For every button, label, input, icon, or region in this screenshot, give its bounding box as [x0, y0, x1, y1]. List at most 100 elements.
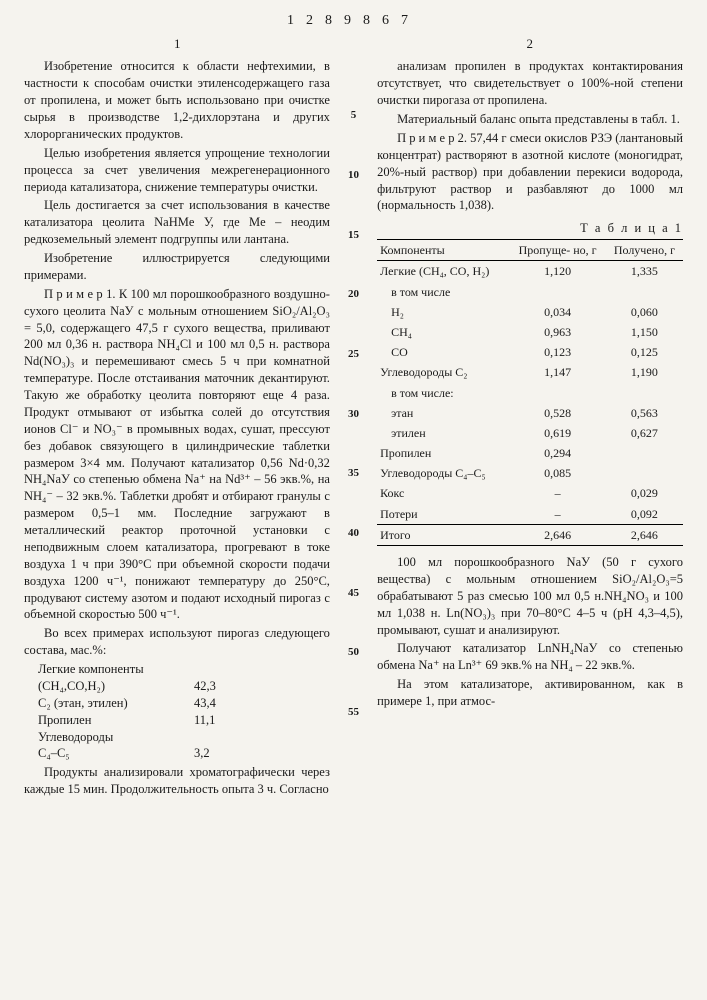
- line-number: 55: [344, 705, 363, 720]
- table-row: H₂0,0340,060: [377, 302, 683, 322]
- td-b: 1,150: [606, 322, 683, 342]
- para: 100 мл порошкообразного NaУ (50 г сухого…: [377, 554, 683, 638]
- column-left: Изобретение относится к области нефтехим…: [24, 58, 330, 800]
- td-a: 0,963: [509, 322, 605, 342]
- td-comp: этилен: [377, 423, 509, 443]
- table-total-row: Итого 2,646 2,646: [377, 524, 683, 545]
- td-b: 0,563: [606, 403, 683, 423]
- td-b: [606, 443, 683, 463]
- para: Получают катализатор LnNH₄NaУ со степень…: [377, 640, 683, 674]
- comp-label: Пропилен: [24, 712, 194, 729]
- table-row: Углеводороды C₄–C₅0,085: [377, 463, 683, 483]
- td-comp: H₂: [377, 302, 509, 322]
- td-comp: CH₄: [377, 322, 509, 342]
- table-1: Компоненты Пропуще- но, г Получено, г Ле…: [377, 239, 683, 546]
- line-number: 10: [344, 168, 363, 183]
- table-row: Кокс–0,029: [377, 483, 683, 503]
- comp-row: Легкие компоненты: [24, 661, 330, 678]
- td-a: 0,528: [509, 403, 605, 423]
- comp-label: Углеводороды: [24, 729, 194, 746]
- para: Во всех примерах используют пирогаз след…: [24, 625, 330, 659]
- td-a: 0,085: [509, 463, 605, 483]
- td-a: 0,294: [509, 443, 605, 463]
- column-right: анализам пропилен в продуктах контактиро…: [377, 58, 683, 800]
- comp-label: (CH₄,CO,H₂): [24, 678, 194, 695]
- table-row: CO0,1230,125: [377, 342, 683, 362]
- th-comp: Компоненты: [377, 240, 509, 261]
- table-row: Легкие (CH₄, CO, H₂)1,1201,335: [377, 261, 683, 282]
- para: анализам пропилен в продуктах контактиро…: [377, 58, 683, 109]
- td-total-label: Итого: [377, 524, 509, 545]
- table-row: CH₄0,9631,150: [377, 322, 683, 342]
- para: П р и м е р 2. 57,44 г смеси окислов РЗЭ…: [377, 130, 683, 214]
- td-a: [509, 282, 605, 302]
- td-b: [606, 463, 683, 483]
- table-row: в том числе: [377, 282, 683, 302]
- td-a: 0,034: [509, 302, 605, 322]
- td-b: 0,029: [606, 483, 683, 503]
- td-a: 1,120: [509, 261, 605, 282]
- td-a: –: [509, 483, 605, 503]
- para: Целью изобретения является упрощение тех…: [24, 145, 330, 196]
- td-a: 1,147: [509, 362, 605, 382]
- para: Материальный баланс опыта представлены в…: [377, 111, 683, 128]
- para: Изобретение относится к области нефтехим…: [24, 58, 330, 142]
- td-comp: Углеводороды C₂: [377, 362, 509, 382]
- td-b: 0,060: [606, 302, 683, 322]
- col-num-left: 1: [174, 35, 181, 53]
- table-row: Углеводороды C₂1,1471,190: [377, 362, 683, 382]
- line-number: 45: [344, 586, 363, 601]
- td-comp: в том числе:: [377, 383, 509, 403]
- table-row: этилен0,6190,627: [377, 423, 683, 443]
- comp-label: C₄–C₅: [24, 745, 194, 762]
- td-a: –: [509, 504, 605, 525]
- table-header-row: Компоненты Пропуще- но, г Получено, г: [377, 240, 683, 261]
- comp-value: 3,2: [194, 745, 254, 762]
- td-comp: Углеводороды C₄–C₅: [377, 463, 509, 483]
- para: Продукты анализировали хроматографически…: [24, 764, 330, 798]
- table-row: Потери–0,092: [377, 504, 683, 525]
- td-b: [606, 282, 683, 302]
- td-b: [606, 383, 683, 403]
- td-comp: этан: [377, 403, 509, 423]
- td-comp: Кокс: [377, 483, 509, 503]
- column-numbers: 1 2: [24, 35, 683, 57]
- th-out: Получено, г: [606, 240, 683, 261]
- th-in: Пропуще- но, г: [509, 240, 605, 261]
- line-number: 35: [344, 466, 363, 481]
- line-number: 50: [344, 645, 363, 660]
- line-number: 40: [344, 526, 363, 541]
- td-total-a: 2,646: [509, 524, 605, 545]
- comp-value: 42,3: [194, 678, 254, 695]
- td-b: 0,092: [606, 504, 683, 525]
- td-comp: в том числе: [377, 282, 509, 302]
- td-b: 1,190: [606, 362, 683, 382]
- para: Изобретение иллюстрируется следующими пр…: [24, 250, 330, 284]
- td-comp: Потери: [377, 504, 509, 525]
- table-row: Пропилен0,294: [377, 443, 683, 463]
- para: П р и м е р 1. К 100 мл порошкообразного…: [24, 286, 330, 624]
- comp-value: [194, 729, 254, 746]
- td-a: 0,619: [509, 423, 605, 443]
- columns: Изобретение относится к области нефтехим…: [24, 58, 683, 800]
- composition-list: Легкие компоненты(CH₄,CO,H₂)42,3C₂ (этан…: [24, 661, 330, 762]
- td-comp: Легкие (CH₄, CO, H₂): [377, 261, 509, 282]
- td-b: 0,627: [606, 423, 683, 443]
- comp-row: C₄–C₅3,2: [24, 745, 330, 762]
- td-b: 0,125: [606, 342, 683, 362]
- para: Цель достигается за счет использования в…: [24, 197, 330, 248]
- comp-row: Углеводороды: [24, 729, 330, 746]
- table-row: в том числе:: [377, 383, 683, 403]
- line-number: 15: [344, 228, 363, 243]
- td-a: 0,123: [509, 342, 605, 362]
- td-total-b: 2,646: [606, 524, 683, 545]
- comp-label: Легкие компоненты: [24, 661, 194, 678]
- table-title: Т а б л и ц а 1: [377, 220, 683, 237]
- td-comp: CO: [377, 342, 509, 362]
- td-a: [509, 383, 605, 403]
- line-number: 20: [344, 287, 363, 302]
- doc-number: 1289867: [24, 12, 683, 31]
- comp-value: 43,4: [194, 695, 254, 712]
- comp-value: 11,1: [194, 712, 254, 729]
- comp-row: Пропилен11,1: [24, 712, 330, 729]
